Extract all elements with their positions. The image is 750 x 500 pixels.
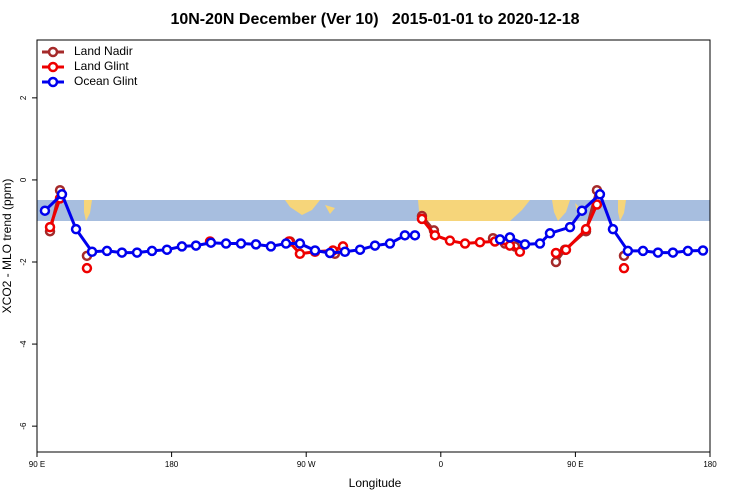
data-point [607, 223, 619, 235]
data-point [697, 245, 709, 256]
data-point [86, 246, 98, 257]
data-point [416, 213, 428, 225]
data-point [294, 238, 306, 249]
plot-frame [36, 39, 711, 453]
data-point [652, 247, 664, 258]
data-point [514, 246, 526, 257]
land-patch [618, 200, 626, 221]
y-tick-label: -2 [19, 258, 28, 266]
legend-label: Ocean Glint [74, 74, 138, 88]
data-point [550, 247, 562, 259]
data-point [637, 245, 649, 257]
land-patch [84, 200, 92, 221]
data-point [459, 238, 471, 249]
data-point [564, 221, 576, 233]
data-point [220, 238, 232, 249]
data-point [101, 245, 113, 257]
data-point [399, 230, 411, 241]
data-point [560, 244, 572, 255]
y-tick-label: 0 [19, 177, 28, 182]
data-point [409, 230, 421, 241]
data-point [39, 205, 51, 216]
ocean-strip [37, 200, 710, 221]
data-point [44, 221, 56, 233]
legend-marker [47, 61, 59, 73]
data-point [576, 205, 588, 216]
data-point [494, 234, 506, 245]
data-point [309, 245, 321, 256]
data-point [339, 246, 351, 257]
data-point [205, 237, 217, 248]
land-patch [418, 200, 530, 221]
data-point [190, 240, 202, 251]
y-tick-label: -4 [19, 340, 28, 348]
data-point [544, 228, 556, 239]
land-patch [285, 200, 320, 215]
data-point [280, 238, 292, 249]
data-point [70, 223, 82, 235]
data-point [161, 244, 173, 255]
data-point [618, 262, 630, 274]
data-point [474, 237, 486, 248]
data-point [56, 189, 68, 200]
data-point [594, 189, 606, 200]
data-point [591, 199, 603, 210]
legend-marker [47, 76, 59, 88]
data-point [369, 240, 381, 251]
x-tick-label: 90 E [567, 460, 583, 469]
data-point [294, 248, 306, 260]
x-tick-label: 180 [165, 460, 179, 469]
data-point [384, 238, 396, 249]
y-axis-label: XCO2 - MLO trend (ppm) [0, 179, 14, 314]
series-line [555, 203, 599, 255]
x-axis-label: Longitude [349, 476, 402, 490]
data-point [519, 239, 531, 250]
x-tick-label: 180 [703, 460, 717, 469]
data-point [622, 245, 634, 257]
data-point [235, 238, 247, 249]
data-point [504, 240, 516, 251]
data-point [131, 247, 143, 258]
data-point [504, 232, 516, 243]
data-point [250, 239, 262, 250]
data-point [265, 241, 277, 252]
data-point [176, 241, 188, 252]
land-patch [552, 200, 570, 221]
x-tick-label: 90 W [297, 460, 316, 469]
legend-marker [47, 46, 59, 58]
x-tick-label: 90 E [29, 460, 45, 469]
legend-label: Land Glint [74, 59, 129, 73]
data-point [324, 247, 336, 259]
data-point [682, 245, 694, 257]
data-point [354, 244, 366, 255]
data-point [146, 245, 158, 257]
x-tick-label: 0 [439, 460, 444, 469]
data-point [81, 262, 93, 274]
data-point [534, 238, 546, 249]
land-patch [325, 205, 335, 214]
data-point [429, 230, 441, 241]
y-tick-label: 2 [19, 95, 28, 100]
legend-label: Land Nadir [74, 44, 133, 58]
data-point [580, 223, 592, 235]
data-point [667, 247, 679, 258]
data-point [116, 247, 128, 258]
data-point [550, 256, 562, 268]
data-point [444, 235, 456, 246]
y-tick-label: -6 [19, 422, 28, 430]
map-strip [37, 200, 710, 221]
chart-title: 10N-20N December (Ver 10) 2015-01-01 to … [170, 11, 579, 28]
